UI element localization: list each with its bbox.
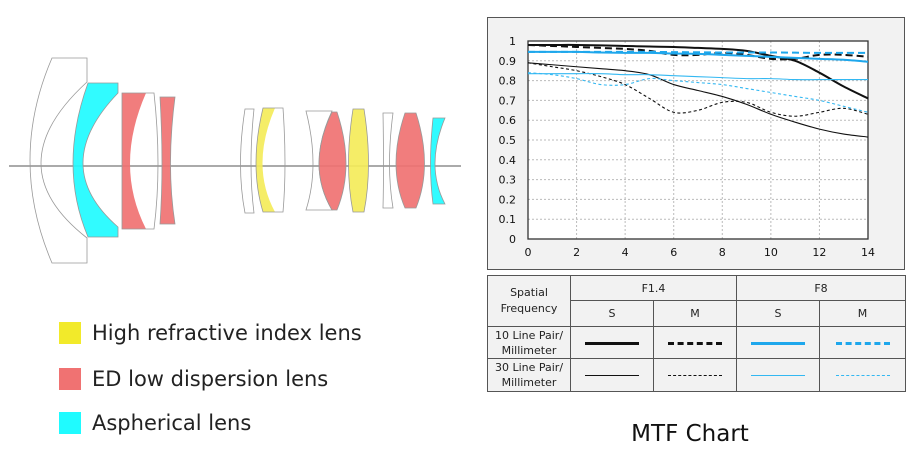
mtf-plot: 0 2 4 6 8 10 12 14 0 0.1 0.2 0.3 0.4 0.5 0.6 0.7 0.8 0.9 1 xyxy=(499,35,876,259)
sample-thin-solid-blue xyxy=(751,375,805,376)
x-tick-label: 6 xyxy=(670,246,677,259)
lens-element-4-ed xyxy=(159,96,176,225)
legend-item-aspherical: Aspherical lens xyxy=(59,411,251,435)
x-tick-label: 2 xyxy=(573,246,580,259)
y-tick-label: 0 xyxy=(509,233,516,246)
lens-element-11-ed xyxy=(395,112,425,209)
legend-swatch-cyan xyxy=(59,412,81,434)
y-tick-label: 0.6 xyxy=(499,114,517,127)
series-line-f1-4-m-30-lp-mm xyxy=(527,62,869,117)
mtf-chart: 0 2 4 6 8 10 12 14 0 0.1 0.2 0.3 0.4 0.5 0.6 0.7 0.8 0.9 1 xyxy=(487,17,905,270)
lens-diagram xyxy=(9,57,461,264)
x-tick-label: 8 xyxy=(719,246,726,259)
x-tick-label: 0 xyxy=(525,246,532,259)
header-s: S xyxy=(570,300,654,327)
plot-frame xyxy=(527,40,869,240)
sample-thin-solid-black xyxy=(585,375,639,376)
lens-element-10 xyxy=(382,112,394,209)
y-tick-label: 0.4 xyxy=(499,154,517,167)
legend-swatch-red xyxy=(59,368,81,390)
header-s: S xyxy=(736,300,820,327)
y-tick-label: 0.8 xyxy=(499,75,517,88)
chart-title: MTF Chart xyxy=(631,421,749,447)
lens-element-6-high-index xyxy=(256,108,275,212)
legend-item-ed: ED low dispersion lens xyxy=(59,367,328,391)
header-m: M xyxy=(819,300,906,327)
y-tick-label: 1 xyxy=(509,35,516,48)
x-tick-label: 12 xyxy=(812,246,826,259)
header-f14: F1.4 xyxy=(570,275,737,301)
sample-thick-dashed-blue xyxy=(835,341,890,345)
x-tick-label: 10 xyxy=(764,246,778,259)
lens-element-3-ed xyxy=(122,93,146,229)
row-10lp: 10 Line Pair/ Millimeter xyxy=(487,326,571,359)
header-m: M xyxy=(653,300,737,327)
series-line-f8-s-30-lp-mm xyxy=(528,73,868,81)
header-f8: F8 xyxy=(736,275,906,301)
legend-label: High refractive index lens xyxy=(92,321,362,345)
legend-label: ED low dispersion lens xyxy=(92,367,329,391)
header-spatial-frequency: Spatial Frequency xyxy=(487,275,571,327)
legend-item-high-refractive: High refractive index lens xyxy=(59,321,362,345)
legend-swatch-yellow xyxy=(59,322,81,344)
sample-thick-solid-black xyxy=(585,341,639,345)
series-line-f1-4-s-10-lp-mm xyxy=(527,43,869,100)
y-tick-label: 0.9 xyxy=(499,55,517,68)
y-tick-label: 0.3 xyxy=(499,174,517,187)
lens-element-5 xyxy=(240,108,255,214)
y-tick-label: 0.5 xyxy=(499,134,517,147)
row-30lp: 30 Line Pair/ Millimeter xyxy=(487,358,571,392)
lens-element-1 xyxy=(29,57,88,264)
x-tick-label: 14 xyxy=(861,246,875,259)
sample-thick-dashed-black xyxy=(668,341,722,345)
mtf-legend-table: Spatial Frequency F1.4 F8 S M S M 10 Lin… xyxy=(487,275,906,392)
lens-element-6b xyxy=(255,107,286,213)
sample-thick-solid-blue xyxy=(751,341,805,345)
lens-element-2-aspherical xyxy=(72,82,119,238)
lens-element-8-ed xyxy=(318,111,347,211)
lens-element-9-high-index xyxy=(348,108,369,213)
series-line-f8-m-10-lp-mm xyxy=(527,50,868,54)
legend-label: Aspherical lens xyxy=(92,411,252,435)
y-tick-label: 0.2 xyxy=(499,193,517,206)
y-tick-label: 0.7 xyxy=(499,94,517,107)
series-line-f8-m-30-lp-mm xyxy=(527,72,869,113)
lens-element-3b xyxy=(121,92,159,230)
y-tick-label: 0.1 xyxy=(499,213,517,226)
x-tick-label: 4 xyxy=(622,246,629,259)
lens-element-12-aspherical xyxy=(430,117,446,205)
sample-thin-dashed-black xyxy=(668,375,722,376)
series-line-f1-4-s-30-lp-mm xyxy=(527,62,869,138)
sample-thin-dashed-blue xyxy=(835,375,890,376)
